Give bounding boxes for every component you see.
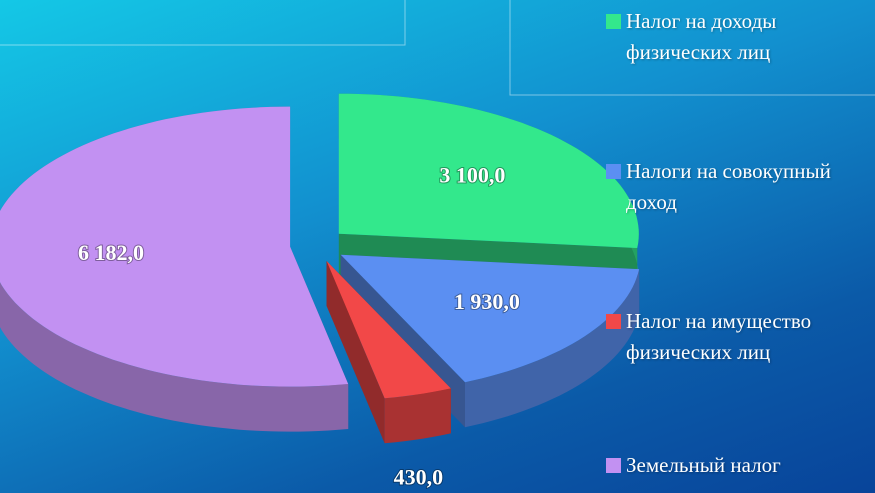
slice: [326, 261, 451, 399]
legend-label: Налоги на совокупный доход: [626, 159, 831, 214]
legend-swatch: [606, 14, 621, 29]
frame: [0, 0, 406, 46]
legend-label: Налог на имущество физических лиц: [626, 309, 812, 364]
value-label: 1 930,0: [454, 289, 520, 314]
slice-wall: [326, 261, 385, 444]
legend-item: Налог на имущество физических лиц: [604, 306, 869, 368]
legend-swatch: [606, 458, 621, 473]
legend-label: Налог на доходы физических лиц: [626, 9, 777, 64]
slice-side: [465, 269, 640, 428]
legend-swatch: [606, 164, 621, 179]
value-label: 430,0: [394, 464, 444, 489]
legend-item: Налог на доходы физических лиц: [604, 6, 869, 68]
slice: [338, 93, 639, 248]
slice: [0, 106, 349, 387]
frame: [509, 0, 875, 96]
value-label: 3 100,0: [439, 163, 505, 188]
legend-item: Земельный налог: [604, 450, 869, 481]
legend-item: Налоги на совокупный доход: [604, 156, 869, 218]
legend-label: Земельный налог: [626, 453, 781, 477]
slice: [340, 254, 640, 383]
legend-swatch: [606, 314, 621, 329]
slice-side: [384, 388, 451, 444]
value-label: 6 182,0: [78, 240, 144, 265]
